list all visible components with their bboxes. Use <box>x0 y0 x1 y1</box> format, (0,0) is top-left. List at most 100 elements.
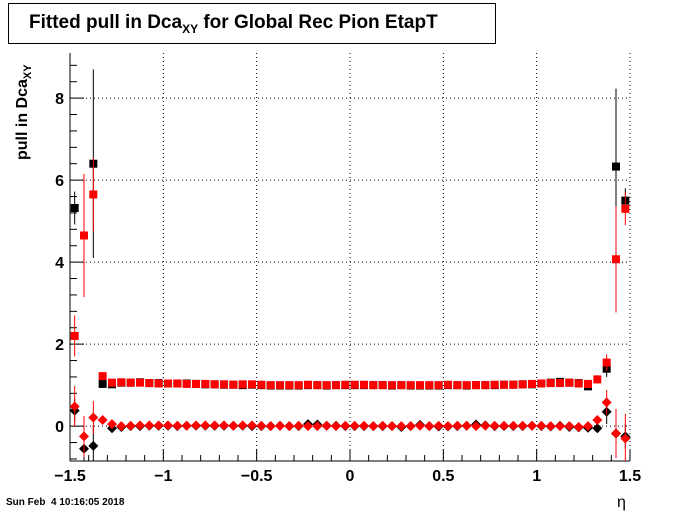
data-point <box>229 380 238 389</box>
data-point <box>453 381 462 390</box>
data-point <box>153 420 164 431</box>
x-tick-label: 1.5 <box>619 468 641 485</box>
series-3 <box>69 385 631 461</box>
data-point <box>321 420 332 431</box>
data-point <box>164 379 172 388</box>
data-point <box>349 420 360 431</box>
data-point <box>377 420 388 431</box>
data-point <box>341 380 350 389</box>
data-point <box>620 433 631 444</box>
data-point <box>116 421 127 432</box>
data-point <box>265 421 276 432</box>
data-point <box>621 204 630 213</box>
data-point <box>181 420 192 431</box>
data-point <box>592 423 603 434</box>
data-point <box>556 379 564 388</box>
data-point <box>322 381 331 390</box>
data-point <box>136 378 144 387</box>
data-point <box>192 379 200 388</box>
data-point <box>201 379 210 388</box>
data-point <box>517 420 528 431</box>
data-point <box>248 380 256 389</box>
data-point <box>350 380 359 389</box>
data-point <box>555 421 565 432</box>
data-point <box>528 379 536 388</box>
data-point <box>472 381 480 390</box>
data-point <box>332 381 340 390</box>
data-point <box>602 358 611 367</box>
data-point <box>508 420 519 431</box>
data-point <box>452 420 463 431</box>
data-point <box>256 420 267 431</box>
grid-lines <box>69 53 631 461</box>
data-point <box>126 378 135 387</box>
data-point <box>88 412 99 423</box>
data-point <box>378 381 387 390</box>
data-point <box>173 379 182 388</box>
data-point <box>489 420 500 431</box>
data-point <box>135 420 145 431</box>
data-point <box>117 378 126 387</box>
data-point <box>500 380 508 389</box>
x-tick-label: 0.5 <box>432 468 454 485</box>
data-point <box>313 381 322 390</box>
data-point <box>359 420 369 431</box>
data-point <box>275 420 285 431</box>
data-point <box>397 381 406 390</box>
data-point <box>499 420 509 431</box>
data-point <box>257 380 266 389</box>
data-point <box>593 375 602 384</box>
data-point <box>611 428 621 439</box>
data-point <box>200 420 211 431</box>
x-tick-label: 1 <box>532 468 541 485</box>
data-point <box>388 381 396 390</box>
y-tick-label: 4 <box>55 255 64 272</box>
data-point <box>424 421 435 432</box>
data-point <box>565 378 574 387</box>
data-point <box>88 440 99 451</box>
data-point <box>462 381 471 390</box>
data-point <box>545 421 556 432</box>
data-point <box>144 420 155 431</box>
data-point <box>387 421 397 432</box>
data-point <box>368 421 379 432</box>
data-point <box>537 379 546 388</box>
chart-title: Fitted pull in DcaXY for Global Rec Pion… <box>29 12 438 36</box>
data-point <box>612 162 620 171</box>
data-point <box>303 421 313 432</box>
x-tick-label: −1 <box>154 468 172 485</box>
data-point <box>70 203 79 212</box>
data-point <box>564 421 575 432</box>
data-point <box>340 420 351 431</box>
data-point <box>406 381 415 390</box>
x-tick-label: 0 <box>346 468 355 485</box>
data-point <box>443 421 453 432</box>
data-point <box>285 381 294 390</box>
series-1 <box>70 157 630 390</box>
data-point <box>266 381 275 390</box>
y-tick-label: 6 <box>55 173 64 190</box>
data-point <box>433 420 444 431</box>
x-tick-label: −1.5 <box>54 468 86 485</box>
data-point <box>219 420 229 431</box>
data-point <box>574 379 583 388</box>
data-point <box>396 421 407 432</box>
data-point <box>425 381 434 390</box>
data-point <box>210 380 219 389</box>
data-point <box>490 380 499 389</box>
y-tick-label: 2 <box>55 337 64 354</box>
data-point <box>461 420 472 431</box>
data-point <box>276 381 284 390</box>
data-point <box>518 380 527 389</box>
data-point <box>98 379 107 388</box>
data-point <box>172 420 183 431</box>
data-point <box>415 420 425 431</box>
data-series <box>69 69 631 461</box>
data-point <box>69 401 80 412</box>
data-point <box>97 414 108 425</box>
data-point <box>480 420 491 431</box>
data-point <box>331 421 341 432</box>
data-point <box>238 380 247 389</box>
data-point <box>584 379 592 388</box>
